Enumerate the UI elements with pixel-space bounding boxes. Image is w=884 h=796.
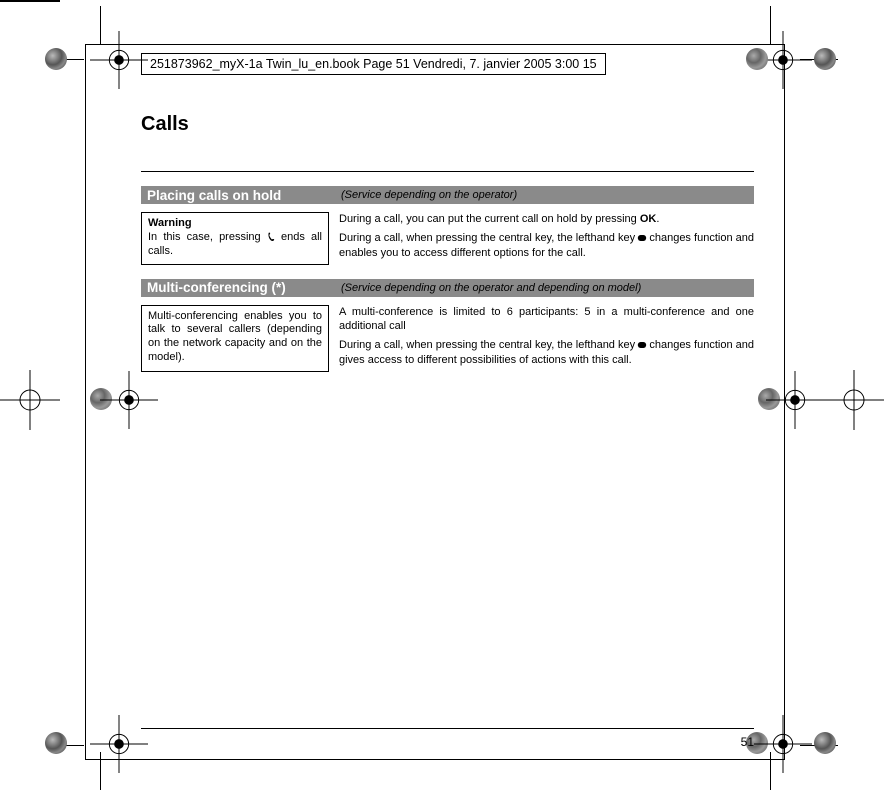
text-run: During a call, you can put the current c… <box>339 213 640 225</box>
print-disc-icon <box>814 48 836 70</box>
body-paragraph: During a call, you can put the current c… <box>339 212 754 227</box>
print-disc-icon <box>45 732 67 754</box>
phone-icon <box>267 232 275 242</box>
section-block: Multi-conferencing enables you to talk t… <box>141 305 754 372</box>
section-body: A multi-conference is limited to 6 parti… <box>339 305 754 372</box>
text-run: . <box>656 213 659 225</box>
registration-mark <box>0 370 60 430</box>
section-block: Warning In this case, pressing ends all … <box>141 212 754 265</box>
print-disc-icon <box>814 732 836 754</box>
body-paragraph: During a call, when pressing the central… <box>339 338 754 368</box>
page-title: Calls <box>141 113 754 136</box>
footer-rule <box>141 728 754 729</box>
title-rule <box>141 171 754 172</box>
softkey-icon <box>638 235 646 241</box>
header-text: 251873962_myX-1a Twin_lu_en.book Page 51… <box>150 57 597 71</box>
crop-mark <box>0 1 60 2</box>
section-body: During a call, you can put the current c… <box>339 212 754 265</box>
section-title: Multi-conferencing (*) <box>141 280 341 295</box>
warning-label: Warning <box>148 217 192 229</box>
page-content: Calls Placing calls on hold (Service dep… <box>141 113 754 729</box>
softkey-icon <box>638 342 646 348</box>
document-header: 251873962_myX-1a Twin_lu_en.book Page 51… <box>141 53 606 75</box>
registration-mark <box>824 370 884 430</box>
text-bold: OK <box>640 213 657 225</box>
side-note-text: Multi-conferencing enables you to talk t… <box>148 310 322 363</box>
section-subtitle: (Service depending on the operator and d… <box>341 282 641 294</box>
section-heading-bar: Multi-conferencing (*) (Service dependin… <box>141 279 754 297</box>
section-title: Placing calls on hold <box>141 188 341 203</box>
text-run: During a call, when pressing the central… <box>339 232 638 244</box>
side-note-box: Multi-conferencing enables you to talk t… <box>141 305 329 372</box>
body-paragraph: A multi-conference is limited to 6 parti… <box>339 305 754 335</box>
body-paragraph: During a call, when pressing the central… <box>339 231 754 261</box>
text-run: During a call, when pressing the central… <box>339 339 638 351</box>
section-subtitle: (Service depending on the operator) <box>341 189 517 201</box>
print-disc-icon <box>45 48 67 70</box>
section-heading-bar: Placing calls on hold (Service depending… <box>141 186 754 204</box>
side-note-text: In this case, pressing ends all calls. <box>148 231 322 257</box>
side-note-box: Warning In this case, pressing ends all … <box>141 212 329 265</box>
page-frame: 251873962_myX-1a Twin_lu_en.book Page 51… <box>85 44 785 760</box>
page-number: 51 <box>741 735 754 749</box>
